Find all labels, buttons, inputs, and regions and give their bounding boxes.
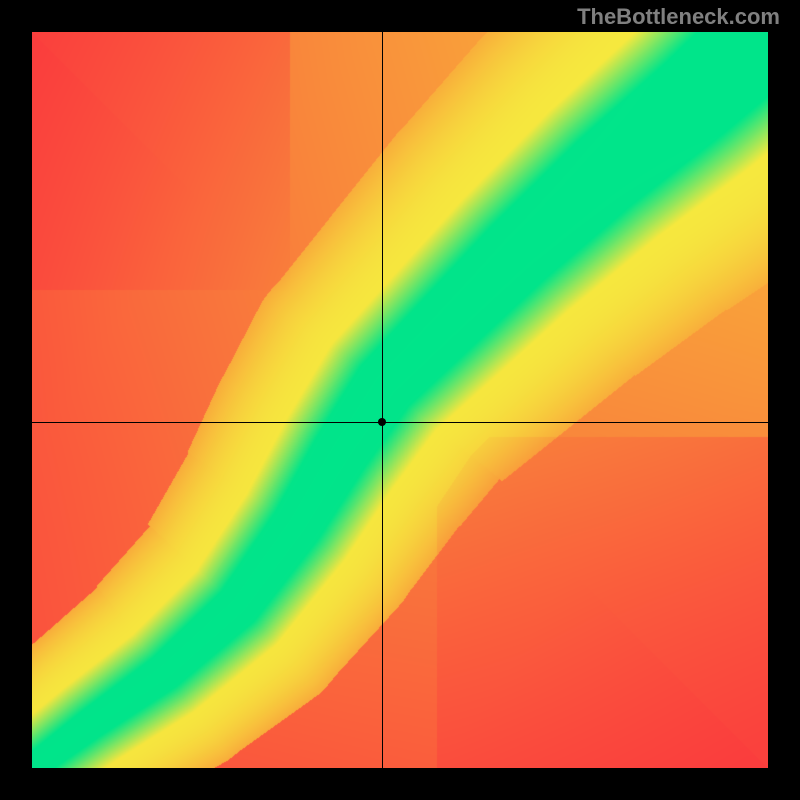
chart-frame: TheBottleneck.com [0, 0, 800, 800]
data-point-marker [378, 418, 386, 426]
crosshair-horizontal [32, 422, 768, 423]
bottleneck-heatmap [32, 32, 768, 768]
crosshair-vertical [382, 32, 383, 768]
watermark-text: TheBottleneck.com [577, 4, 780, 30]
plot-area [32, 32, 768, 768]
